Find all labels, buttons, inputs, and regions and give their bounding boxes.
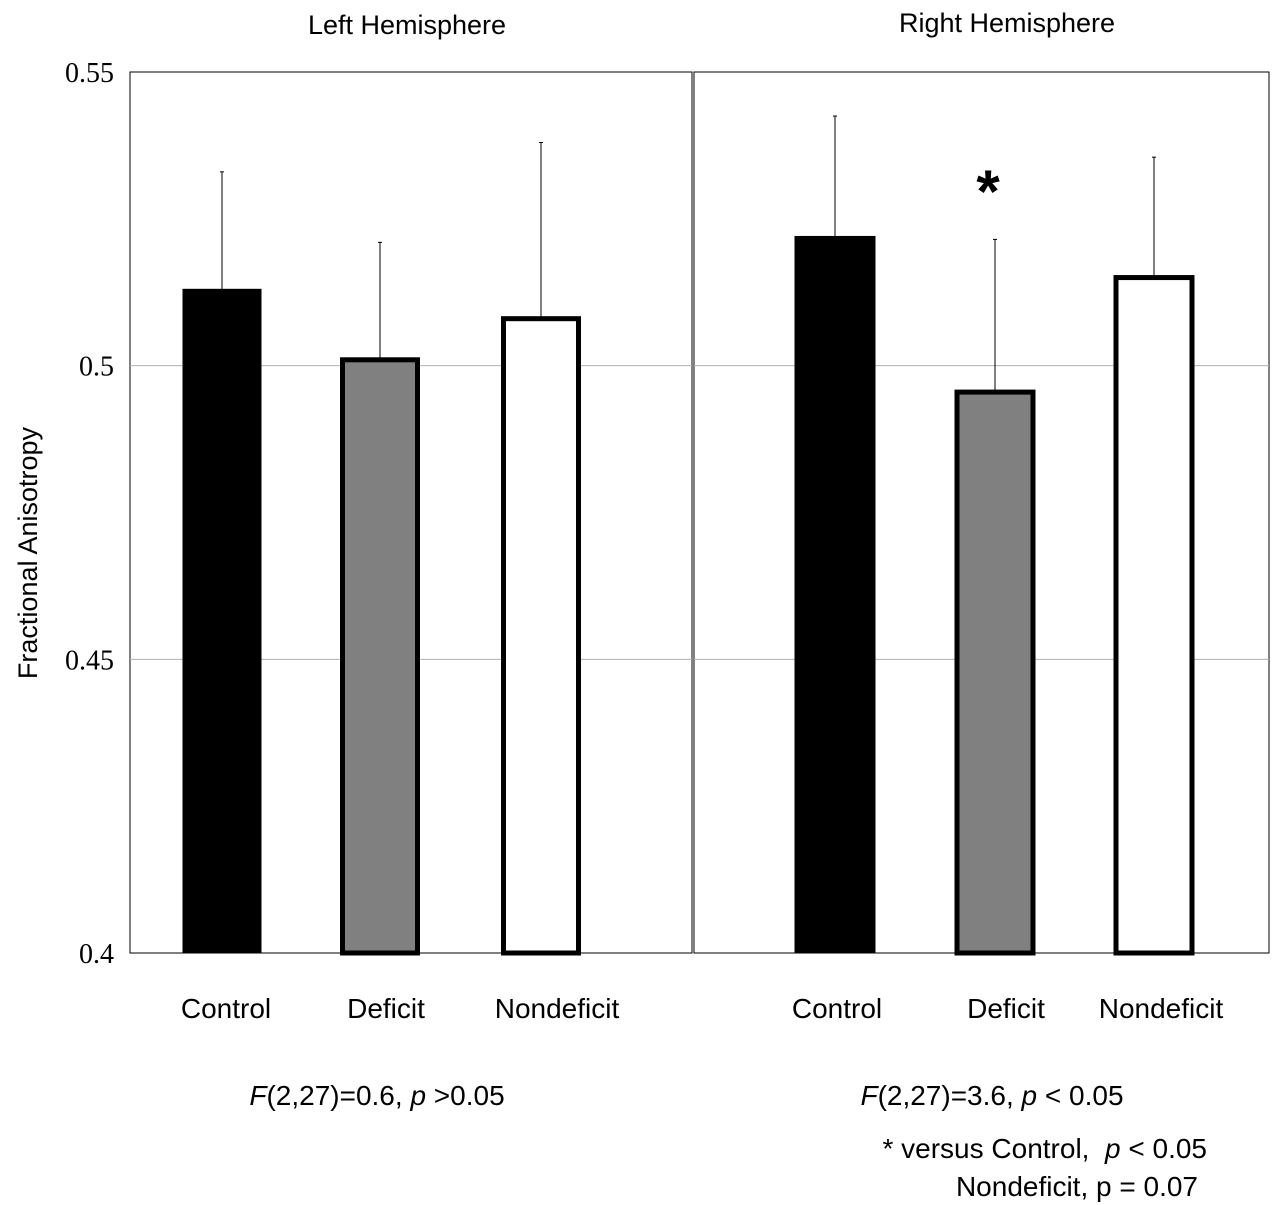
note1-p: p: [1104, 1133, 1121, 1164]
right-stats-f: F: [860, 1080, 879, 1111]
right-stats-part2: < 0.05: [1037, 1080, 1123, 1111]
bars: [182, 235, 1195, 956]
note1-prefix: * versus Control,: [882, 1133, 1105, 1164]
right-note-line1: * versus Control, p < 0.05: [882, 1133, 1207, 1164]
y-tick-label: 0.4: [79, 939, 114, 970]
right-category-deficit: Deficit: [967, 993, 1045, 1024]
y-axis-label: Fractional Anisotropy: [13, 426, 43, 679]
left-stats-p: p: [409, 1080, 426, 1111]
left-stats-part1: (2,27)=0.6,: [266, 1080, 410, 1111]
bar-right-control: [794, 235, 876, 954]
note1-suffix: < 0.05: [1121, 1133, 1207, 1164]
bar-left-control: [182, 288, 262, 954]
right-stats: F(2,27)=3.6, p < 0.05: [860, 1080, 1123, 1111]
left-category-nondeficit: Nondeficit: [495, 993, 620, 1024]
y-tick-label: 0.5: [79, 352, 114, 383]
right-stats-part1: (2,27)=3.6,: [878, 1080, 1022, 1111]
left-stats: F(2,27)=0.6, p >0.05: [249, 1080, 504, 1111]
right-note-line2: Nondeficit, p = 0.07: [956, 1171, 1198, 1202]
bar-right-nondeficit: [1113, 275, 1195, 956]
bar-right-deficit: [954, 389, 1036, 956]
y-tick-label: 0.55: [65, 58, 114, 89]
right-stats-p: p: [1021, 1080, 1038, 1111]
left-category-control: Control: [181, 993, 271, 1024]
left-panel-title: Left Hemisphere: [308, 10, 506, 40]
right-category-control: Control: [792, 993, 882, 1024]
right-category-nondeficit: Nondeficit: [1099, 993, 1224, 1024]
right-panel-title: Right Hemisphere: [899, 8, 1115, 38]
y-tick-label: 0.45: [65, 645, 114, 676]
left-category-deficit: Deficit: [347, 993, 425, 1024]
left-stats-part2: >0.05: [426, 1080, 505, 1111]
gridlines: [130, 365, 1269, 660]
bar-left-deficit: [340, 357, 420, 956]
significance-asterisk: *: [976, 158, 1000, 225]
left-stats-f: F: [249, 1080, 268, 1111]
y-axis-ticks: 0.55 0.5 0.45 0.4: [65, 58, 114, 970]
bar-left-nondeficit: [501, 316, 581, 956]
error-bars: [220, 115, 1156, 393]
